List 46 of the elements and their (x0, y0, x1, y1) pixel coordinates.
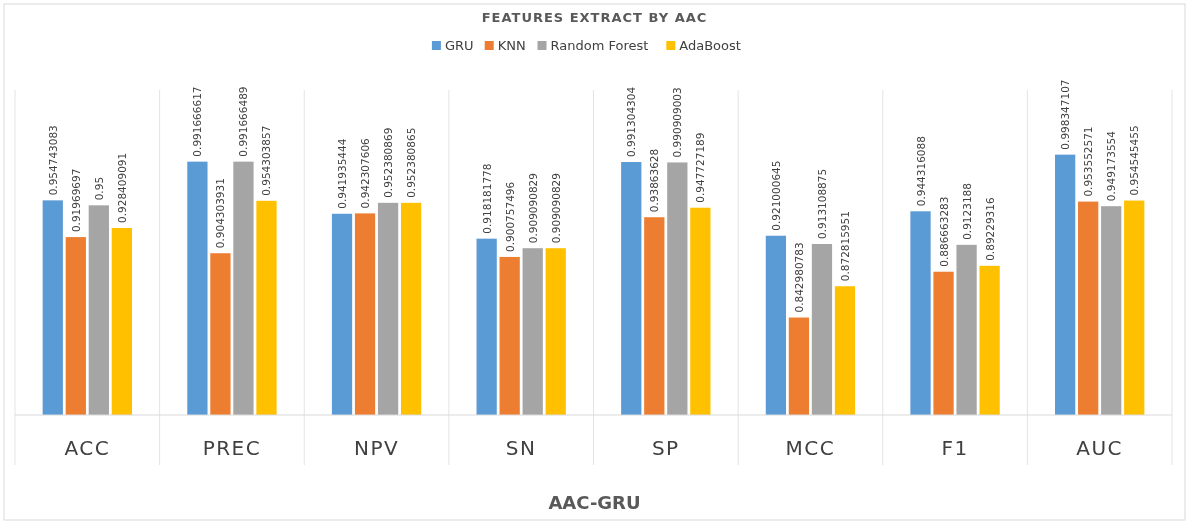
data-label: 0.9123188 (960, 183, 973, 240)
legend-label: GRU (444, 38, 474, 53)
x-tick-label: PREC (202, 436, 262, 460)
data-label: 0.909090829 (526, 173, 539, 244)
data-label: 0.89229316 (983, 197, 996, 261)
data-label: 0.941935444 (336, 138, 349, 209)
data-label: 0.953552571 (1082, 126, 1095, 197)
legend-label: Random Forest (550, 38, 649, 53)
data-label: 0.954545455 (1128, 125, 1141, 196)
data-label: 0.944316088 (914, 136, 927, 207)
legend-label: KNN (497, 38, 526, 53)
data-label: 0.952380865 (405, 127, 418, 198)
x-tick-label: MCC (785, 436, 836, 460)
x-axis-title: AAC-GRU (548, 492, 641, 513)
x-tick-label: NPV (353, 436, 400, 460)
data-label: 0.991666489 (237, 86, 250, 157)
data-label: 0.998347107 (1059, 79, 1072, 150)
data-label: 0.91969697 (69, 168, 82, 233)
data-label: 0.921000645 (769, 160, 782, 231)
data-label: 0.949173554 (1105, 130, 1118, 202)
data-label: 0.872815951 (838, 211, 851, 282)
data-label: 0.991666617 (191, 86, 204, 157)
x-tick-label: ACC (64, 436, 111, 460)
x-tick-label: SN (505, 436, 537, 460)
data-label: 0.904303931 (214, 178, 227, 249)
data-label: 0.947727189 (694, 132, 707, 203)
data-label: 0.93863628 (648, 148, 661, 213)
data-label: 0.842980783 (792, 242, 805, 313)
data-label: 0.928409091 (115, 152, 128, 223)
data-label: 0.918181778 (480, 163, 493, 234)
x-tick-label: F1 (941, 436, 969, 460)
legend-label: AdaBoost (679, 38, 741, 53)
x-tick-label: AUC (1076, 436, 1124, 460)
data-label: 0.990909003 (671, 87, 684, 158)
data-label: 0.95 (92, 176, 105, 201)
data-label: 0.942307606 (359, 137, 372, 209)
x-tick-label: SP (651, 436, 680, 460)
data-label: 0.900757496 (503, 181, 516, 252)
data-label: 0.913108875 (815, 168, 828, 239)
data-label: 0.952380869 (382, 127, 395, 198)
data-label: 0.886663283 (937, 196, 950, 267)
data-label: 0.954303857 (260, 125, 273, 196)
data-label: 0.909090829 (549, 173, 562, 244)
data-label: 0.991304304 (625, 86, 638, 158)
chart-title: FEATURES EXTRACT BY AAC (481, 10, 708, 25)
data-label: 0.954743083 (46, 125, 59, 196)
